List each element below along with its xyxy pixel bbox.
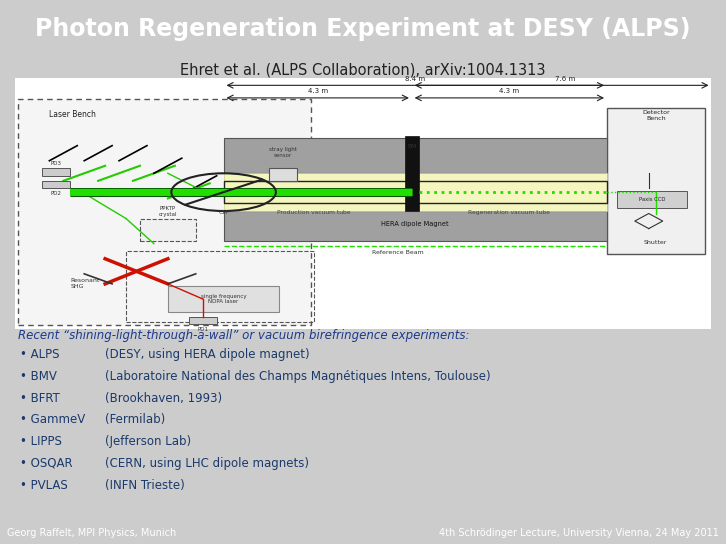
FancyBboxPatch shape [42,181,70,188]
Text: (CERN, using LHC dipole magnets): (CERN, using LHC dipole magnets) [105,457,309,470]
Text: single frequency
NDPA laser: single frequency NDPA laser [201,294,246,304]
Text: (Brookhaven, 1993): (Brookhaven, 1993) [105,392,222,405]
FancyBboxPatch shape [224,174,607,211]
Text: 8.4 m: 8.4 m [405,76,425,82]
Text: • OSQAR: • OSQAR [20,457,73,470]
Text: 4.3 m: 4.3 m [308,88,327,94]
Text: Shutter: Shutter [644,240,667,245]
FancyBboxPatch shape [18,99,311,325]
Text: Regeneration vacuum tube: Regeneration vacuum tube [468,209,550,214]
Text: CM: CM [219,209,229,214]
Text: 4th Schrödinger Lecture, University Vienna, 24 May 2011: 4th Schrödinger Lecture, University Vien… [439,528,719,538]
Text: HERA dipole Magnet: HERA dipole Magnet [381,221,449,227]
Text: Production vacuum tube: Production vacuum tube [277,209,351,214]
FancyBboxPatch shape [189,317,216,324]
Text: Paxis CCD: Paxis CCD [639,197,666,202]
Text: stray light
sensor: stray light sensor [269,147,297,158]
Text: Recent “shining-light-through-a-wall” or vacuum birefringence experiments:: Recent “shining-light-through-a-wall” or… [18,329,470,342]
FancyBboxPatch shape [617,191,687,208]
Text: PD3: PD3 [51,161,62,166]
FancyBboxPatch shape [224,211,607,241]
Text: PPKTP
crystal: PPKTP crystal [158,207,177,217]
Text: Reference Beam: Reference Beam [372,250,424,255]
FancyBboxPatch shape [15,78,711,329]
Text: Georg Raffelt, MPI Physics, Munich: Georg Raffelt, MPI Physics, Munich [7,528,176,538]
Text: PD2: PD2 [51,191,62,196]
Text: • BFRT: • BFRT [20,392,60,405]
Text: (Fermilab): (Fermilab) [105,413,166,426]
Text: • BMV: • BMV [20,370,57,383]
Text: 4.3 m: 4.3 m [499,88,519,94]
FancyBboxPatch shape [607,108,704,254]
Text: • GammeV: • GammeV [20,413,86,426]
FancyBboxPatch shape [224,138,607,174]
Text: Ehret et al. (ALPS Collaboration), arXiv:1004.1313: Ehret et al. (ALPS Collaboration), arXiv… [180,62,546,77]
FancyBboxPatch shape [269,168,297,181]
FancyBboxPatch shape [405,135,419,211]
FancyBboxPatch shape [140,219,196,241]
Text: PD1: PD1 [197,326,208,332]
Text: Photon Regeneration Experiment at DESY (ALPS): Photon Regeneration Experiment at DESY (… [36,16,690,41]
Text: Detector
Bench: Detector Bench [642,110,669,121]
Text: • ALPS: • ALPS [20,348,60,361]
FancyBboxPatch shape [168,286,280,312]
FancyBboxPatch shape [42,168,70,176]
Text: Laser Bench: Laser Bench [49,110,97,120]
Text: • PVLAS: • PVLAS [20,479,68,492]
Text: (Jefferson Lab): (Jefferson Lab) [105,435,192,448]
Text: EM: EM [407,144,417,149]
Text: 7.6 m: 7.6 m [555,76,575,82]
Text: (DESY, using HERA dipole magnet): (DESY, using HERA dipole magnet) [105,348,310,361]
Text: Resonant
SHG: Resonant SHG [70,279,99,289]
Text: (INFN Trieste): (INFN Trieste) [105,479,185,492]
Text: (Laboratoire National des Champs Magnétiques Intens, Toulouse): (Laboratoire National des Champs Magnéti… [105,370,491,383]
Text: • LIPPS: • LIPPS [20,435,62,448]
